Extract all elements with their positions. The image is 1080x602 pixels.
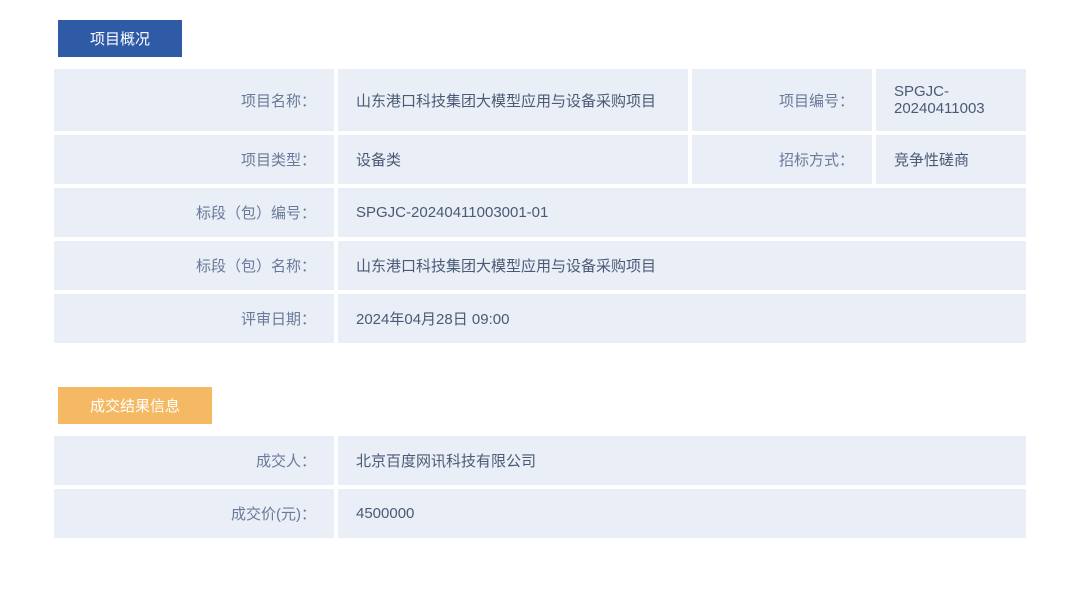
- overview-table: 项目名称： 山东港口科技集团大模型应用与设备采购项目 项目编号： SPGJC-2…: [50, 65, 1030, 347]
- project-name-label: 项目名称：: [54, 69, 334, 131]
- winner-value: 北京百度网讯科技有限公司: [338, 436, 1026, 485]
- price-value: 4500000: [338, 489, 1026, 538]
- table-row: 成交人： 北京百度网讯科技有限公司: [54, 436, 1026, 485]
- winner-label: 成交人：: [54, 436, 334, 485]
- overview-header: 项目概况: [58, 20, 182, 57]
- review-date-value: 2024年04月28日 09:00: [338, 294, 1026, 343]
- table-row: 项目类型： 设备类 招标方式： 竞争性磋商: [54, 135, 1026, 184]
- project-no-label: 项目编号：: [692, 69, 872, 131]
- project-no-value: SPGJC-20240411003: [876, 69, 1026, 131]
- section-name-value: 山东港口科技集团大模型应用与设备采购项目: [338, 241, 1026, 290]
- section-name-label: 标段（包）名称：: [54, 241, 334, 290]
- bid-method-label: 招标方式：: [692, 135, 872, 184]
- section-no-label: 标段（包）编号：: [54, 188, 334, 237]
- result-header: 成交结果信息: [58, 387, 212, 424]
- table-row: 标段（包）名称： 山东港口科技集团大模型应用与设备采购项目: [54, 241, 1026, 290]
- project-type-label: 项目类型：: [54, 135, 334, 184]
- project-name-value: 山东港口科技集团大模型应用与设备采购项目: [338, 69, 688, 131]
- bid-method-value: 竞争性磋商: [876, 135, 1026, 184]
- section-no-value: SPGJC-20240411003001-01: [338, 188, 1026, 237]
- review-date-label: 评审日期：: [54, 294, 334, 343]
- table-row: 成交价(元)： 4500000: [54, 489, 1026, 538]
- table-row: 项目名称： 山东港口科技集团大模型应用与设备采购项目 项目编号： SPGJC-2…: [54, 69, 1026, 131]
- project-type-value: 设备类: [338, 135, 688, 184]
- table-row: 评审日期： 2024年04月28日 09:00: [54, 294, 1026, 343]
- price-label: 成交价(元)：: [54, 489, 334, 538]
- result-table: 成交人： 北京百度网讯科技有限公司 成交价(元)： 4500000: [50, 432, 1030, 542]
- table-row: 标段（包）编号： SPGJC-20240411003001-01: [54, 188, 1026, 237]
